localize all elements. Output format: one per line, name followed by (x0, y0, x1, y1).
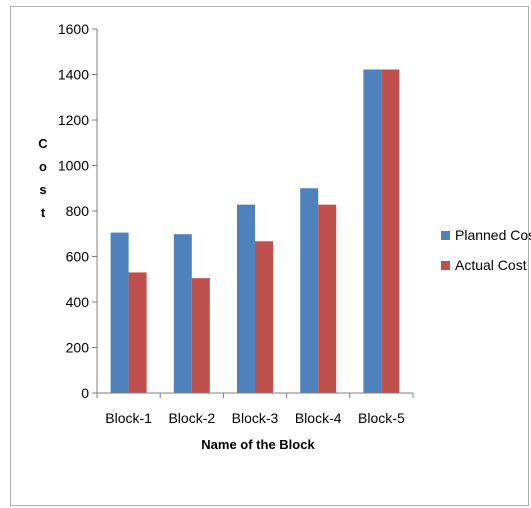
bar-actual-cost-block-3 (255, 241, 273, 393)
y-axis-title-letter: o (39, 159, 47, 174)
x-tick-label: Block-4 (295, 410, 342, 426)
y-axis-ticks: 0 200 400 600 800 1000 1200 1400 1600 (58, 21, 97, 401)
bars (110, 69, 400, 394)
bar-planned-cost-block-5 (363, 69, 382, 394)
y-tick-label: 600 (66, 249, 90, 265)
bar-actual-cost-block-2 (191, 278, 210, 393)
legend-label: Planned Cost (455, 227, 531, 243)
y-axis-title-letter: t (41, 205, 46, 220)
axes (96, 29, 413, 394)
legend-swatch (441, 261, 450, 270)
bar-actual-cost-block-4 (318, 204, 337, 393)
y-tick-label: 1400 (58, 67, 89, 83)
y-tick-label: 800 (66, 203, 90, 219)
x-axis-title: Name of the Block (201, 437, 315, 452)
y-tick-label: 1000 (58, 158, 89, 174)
bar-actual-cost-block-1 (128, 272, 147, 393)
y-tick-label: 0 (81, 385, 89, 401)
x-tick-label: Block-3 (232, 410, 279, 426)
x-tick-label: Block-2 (168, 410, 215, 426)
y-tick-label: 1600 (58, 21, 89, 37)
bar-planned-cost-block-1 (110, 232, 129, 393)
y-axis-title-letter: s (39, 182, 46, 197)
y-axis-title: Cost (38, 136, 48, 220)
x-tick-label: Block-5 (358, 410, 405, 426)
y-tick-label: 1200 (58, 112, 89, 128)
bar-planned-cost-block-3 (237, 204, 255, 393)
legend-swatch (441, 231, 450, 240)
bar-planned-cost-block-4 (300, 188, 319, 393)
legend: Planned Cost Actual Cost (441, 227, 531, 273)
x-axis-ticks: Block-1 Block-2 Block-3 Block-4 Block-5 (96, 393, 414, 426)
y-tick-label: 200 (66, 340, 90, 356)
bar-actual-cost-block-5 (381, 69, 400, 394)
x-tick-label: Block-1 (105, 410, 152, 426)
bar-planned-cost-block-2 (173, 234, 192, 393)
y-axis-title-letter: C (38, 136, 48, 151)
y-tick-label: 400 (66, 294, 90, 310)
legend-label: Actual Cost (455, 257, 527, 273)
